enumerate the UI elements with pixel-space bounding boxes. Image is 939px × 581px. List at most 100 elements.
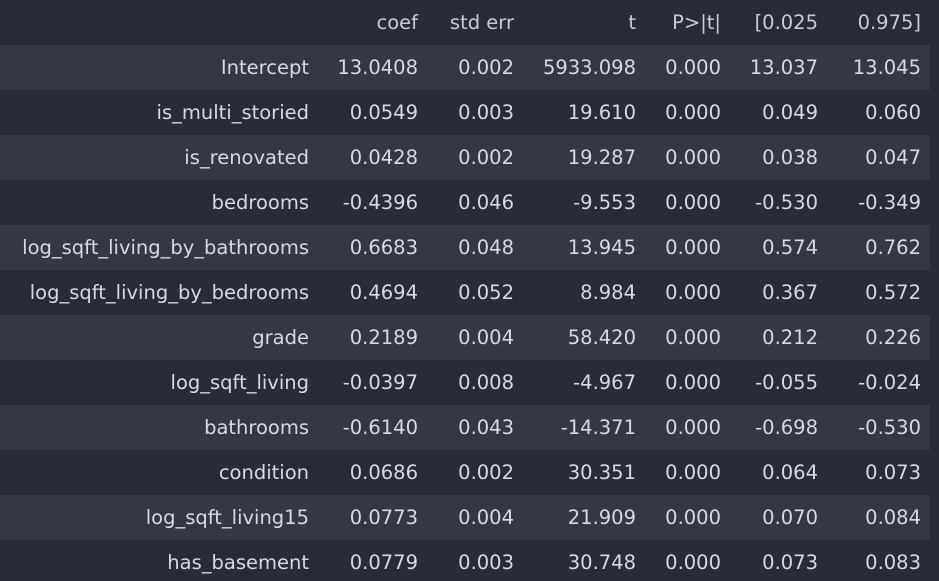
cell-p-value: 0.000	[665, 371, 721, 394]
cell-ci-lower: -0.055	[755, 371, 818, 394]
cell-coef: 0.0428	[349, 146, 418, 169]
header-t: t	[628, 11, 636, 34]
header-std-err: std err	[449, 11, 514, 34]
cell-ci-lower: 0.038	[762, 146, 818, 169]
cell-coef: 0.2189	[349, 326, 418, 349]
cell-p-value: 0.000	[665, 416, 721, 439]
cell-coef: 0.0779	[349, 551, 418, 574]
row-label: has_basement	[167, 551, 309, 574]
cell-t: 58.420	[567, 326, 636, 349]
cell-p-value: 0.000	[665, 236, 721, 259]
cell-std-err: 0.003	[458, 551, 514, 574]
table-body: Intercept 13.0408 0.002 5933.098 0.000 13.037…	[0, 45, 930, 581]
cell-std-err: 0.052	[458, 281, 514, 304]
cell-ci-upper: -0.024	[858, 371, 921, 394]
cell-ci-upper: -0.530	[858, 416, 921, 439]
cell-p-value: 0.000	[665, 461, 721, 484]
cell-ci-upper: 0.762	[865, 236, 921, 259]
table-row: log_sqft_living -0.0397 0.008 -4.967 0.000 -0…	[0, 360, 930, 405]
row-label: log_sqft_living_by_bedrooms	[29, 281, 309, 304]
row-label: condition	[218, 461, 309, 484]
cell-ci-upper: 0.572	[865, 281, 921, 304]
table-row: bedrooms -0.4396 0.046 -9.553 0.000 -0.530 -0.…	[0, 180, 930, 225]
cell-ci-upper: -0.349	[858, 191, 921, 214]
cell-ci-upper: 0.083	[865, 551, 921, 574]
row-label: log_sqft_living15	[145, 506, 309, 529]
cell-t: -4.967	[573, 371, 636, 394]
cell-ci-lower: 0.367	[762, 281, 818, 304]
cell-t: 19.287	[567, 146, 636, 169]
cell-t: 30.748	[567, 551, 636, 574]
cell-p-value: 0.000	[665, 281, 721, 304]
table-row: Intercept 13.0408 0.002 5933.098 0.000 13.037…	[0, 45, 930, 90]
cell-ci-lower: 0.073	[762, 551, 818, 574]
row-label: log_sqft_living_by_bathrooms	[22, 236, 309, 259]
cell-coef: -0.6140	[342, 416, 418, 439]
cell-coef: 0.6683	[349, 236, 418, 259]
cell-ci-lower: 13.037	[749, 56, 818, 79]
cell-t: -14.371	[560, 416, 636, 439]
cell-p-value: 0.000	[665, 551, 721, 574]
table-row: condition 0.0686 0.002 30.351 0.000 0.064 0.07…	[0, 450, 930, 495]
cell-t: 21.909	[567, 506, 636, 529]
cell-std-err: 0.002	[458, 56, 514, 79]
cell-std-err: 0.003	[458, 101, 514, 124]
cell-coef: 0.0773	[349, 506, 418, 529]
header-ci-upper: 0.975]	[857, 11, 921, 34]
cell-ci-upper: 0.047	[865, 146, 921, 169]
cell-coef: -0.4396	[342, 191, 418, 214]
row-label: Intercept	[220, 56, 309, 79]
table-header: coef std err t P>|t| [0.025 0.975]	[0, 0, 930, 45]
cell-t: 19.610	[567, 101, 636, 124]
table-row: bathrooms -0.6140 0.043 -14.371 0.000 -0.698 -…	[0, 405, 930, 450]
header-coef: coef	[376, 11, 418, 34]
cell-ci-upper: 0.060	[865, 101, 921, 124]
cell-ci-lower: 0.212	[762, 326, 818, 349]
cell-ci-lower: -0.530	[755, 191, 818, 214]
cell-t: 5933.098	[542, 56, 636, 79]
row-label: is_multi_storied	[156, 101, 309, 124]
table-row: grade 0.2189 0.004 58.420 0.000 0.212 0.226	[0, 315, 930, 360]
cell-coef: 0.0686	[349, 461, 418, 484]
cell-std-err: 0.046	[458, 191, 514, 214]
row-label: is_renovated	[184, 146, 309, 169]
cell-ci-lower: -0.698	[755, 416, 818, 439]
cell-coef: 0.4694	[349, 281, 418, 304]
header-p-value: P>|t|	[672, 11, 721, 34]
table-row: has_basement 0.0779 0.003 30.748 0.000 0.073 0…	[0, 540, 930, 581]
table-row: log_sqft_living15 0.0773 0.004 21.909 0.000 0…	[0, 495, 930, 540]
cell-ci-lower: 0.049	[762, 101, 818, 124]
cell-std-err: 0.048	[458, 236, 514, 259]
cell-std-err: 0.008	[458, 371, 514, 394]
cell-std-err: 0.004	[458, 506, 514, 529]
header-ci-lower: [0.025	[754, 11, 818, 34]
cell-std-err: 0.002	[458, 146, 514, 169]
table-row: log_sqft_living_by_bathrooms 0.6683 0.048 1…	[0, 225, 930, 270]
cell-std-err: 0.043	[458, 416, 514, 439]
row-label: bathrooms	[204, 416, 309, 439]
cell-ci-upper: 13.045	[852, 56, 921, 79]
cell-p-value: 0.000	[665, 56, 721, 79]
cell-p-value: 0.000	[665, 101, 721, 124]
cell-ci-upper: 0.084	[865, 506, 921, 529]
cell-t: 8.984	[580, 281, 636, 304]
cell-p-value: 0.000	[665, 506, 721, 529]
cell-ci-upper: 0.073	[865, 461, 921, 484]
cell-std-err: 0.002	[458, 461, 514, 484]
row-label: bedrooms	[211, 191, 309, 214]
cell-coef: 13.0408	[337, 56, 418, 79]
cell-t: 30.351	[567, 461, 636, 484]
row-label: grade	[252, 326, 309, 349]
row-label: log_sqft_living	[170, 371, 309, 394]
header-index	[0, 0, 318, 45]
cell-ci-lower: 0.064	[762, 461, 818, 484]
table-row: is_multi_storied 0.0549 0.003 19.610 0.000 0.…	[0, 90, 930, 135]
cell-p-value: 0.000	[665, 191, 721, 214]
cell-t: -9.553	[573, 191, 636, 214]
cell-ci-lower: 0.574	[762, 236, 818, 259]
table-row: is_renovated 0.0428 0.002 19.287 0.000 0.038 0…	[0, 135, 930, 180]
cell-ci-upper: 0.226	[865, 326, 921, 349]
cell-p-value: 0.000	[665, 146, 721, 169]
table-row: log_sqft_living_by_bedrooms 0.4694 0.052 8.…	[0, 270, 930, 315]
